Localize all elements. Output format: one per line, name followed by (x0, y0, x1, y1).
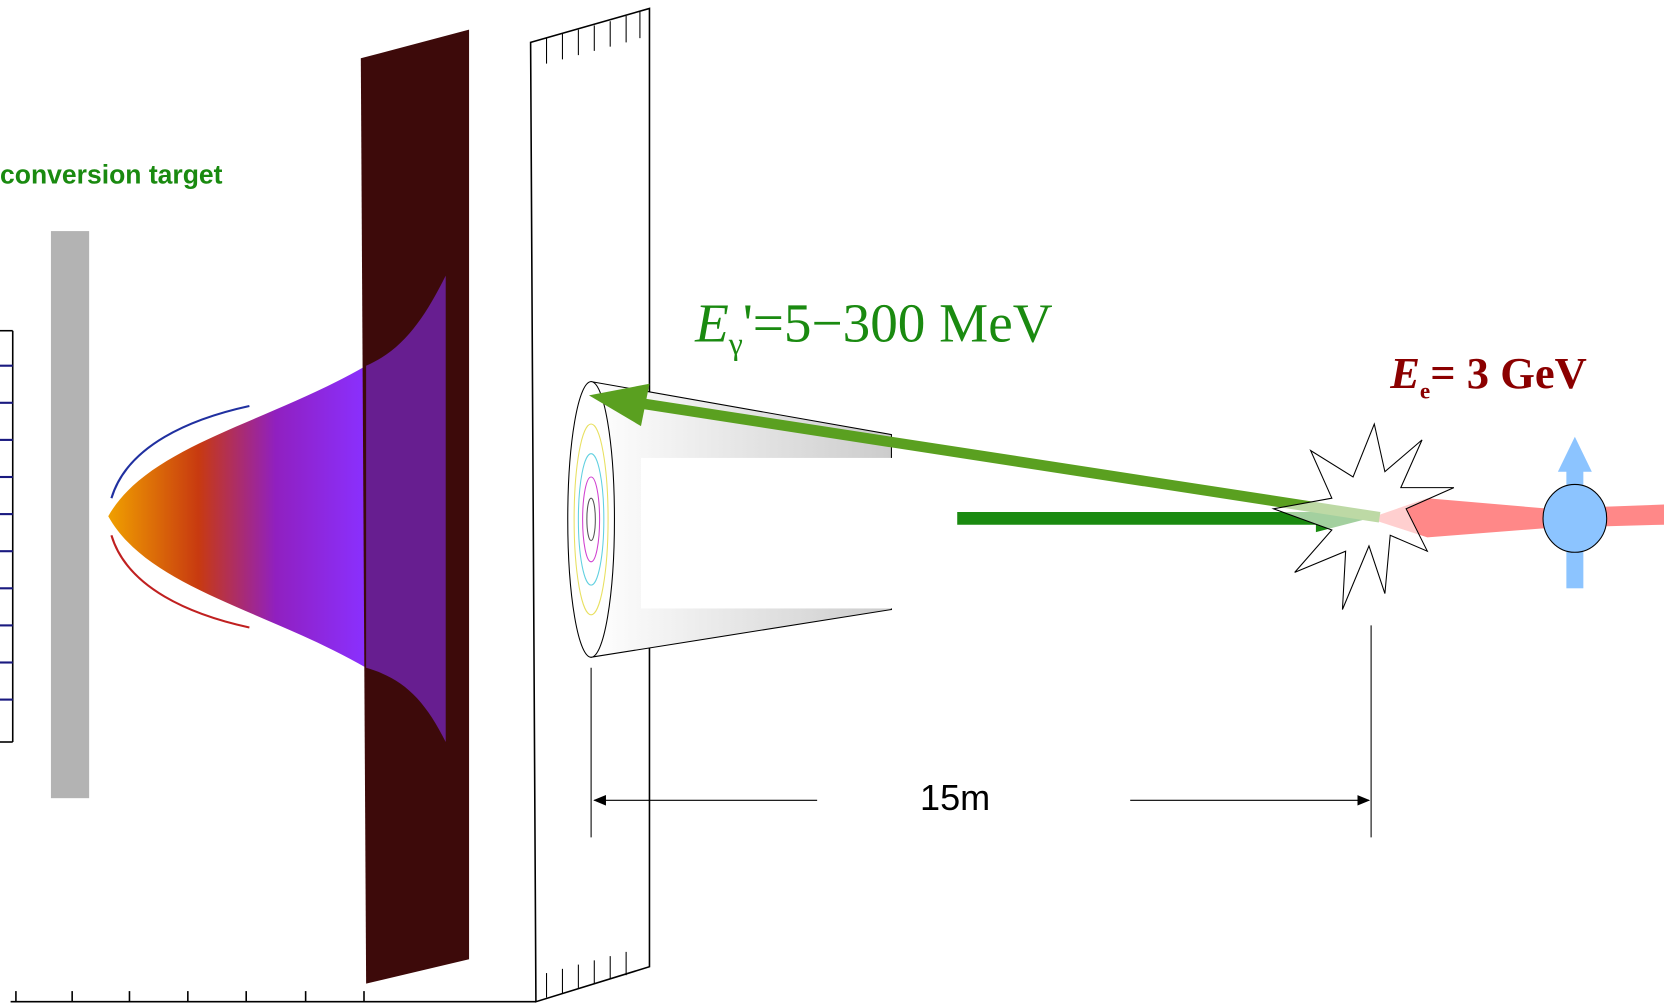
symbol: E (1389, 348, 1420, 398)
bottom-ruler (11, 991, 536, 1002)
spin-arrow-head (1558, 437, 1592, 472)
cone-face (568, 382, 615, 658)
beam-profile (108, 366, 366, 668)
conversion-target (51, 231, 89, 798)
subscript: γ (728, 326, 743, 361)
text: = 3 GeV (1430, 348, 1587, 398)
photon-energy-label: Eγ'=5−300 MeV (694, 292, 1053, 361)
left-ruler (0, 331, 13, 742)
text: '=5−300 MeV (743, 292, 1053, 353)
diagram: conversion target (0, 0, 1664, 1007)
distance-label: 15m (920, 777, 990, 818)
electron (1543, 484, 1607, 552)
left-ruler-ticks (0, 366, 13, 700)
cone-mask (641, 458, 919, 609)
symbol: E (694, 292, 729, 353)
target-label: conversion target (0, 159, 223, 189)
electron-energy-label: Ee= 3 GeV (1389, 348, 1587, 405)
subscript: e (1420, 379, 1430, 405)
